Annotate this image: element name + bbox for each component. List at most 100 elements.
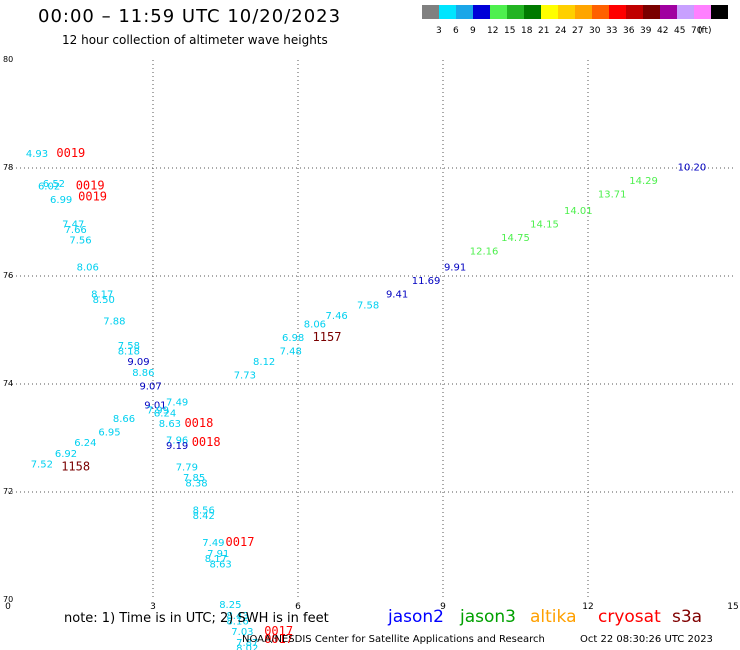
data-point-label: 7.79 [176,462,198,473]
x-tick-label: 15 [727,602,738,612]
data-point-label: 14.75 [501,233,530,244]
data-point-label: 9.01 [144,400,166,411]
y-tick-label: 74 [3,379,13,388]
data-point-label: 7.85 [183,473,205,484]
data-point-label: 7.03 [231,627,253,638]
data-point-label: 8.63 [210,560,232,571]
data-point-label: 6.02 [38,182,60,193]
colorbar-swatch [626,5,643,19]
colorbar-swatch [456,5,473,19]
colorbar-label: 30 [589,26,601,36]
colorbar-swatch [677,5,694,19]
data-point-label: 7.49 [166,398,188,409]
data-point-label: 6.99 [50,195,72,206]
colorbar-swatch [643,5,660,19]
data-point-label: 8.24 [154,408,176,419]
colorbar-label: 36 [623,26,635,36]
colorbar-swatch [524,5,541,19]
data-point-label: 8.16 [226,616,248,627]
colorbar-swatch [694,5,711,19]
satellite-cryosat: cryosat [598,607,661,627]
data-point-label: 8.25 [219,600,241,611]
y-tick-label: 80 [3,55,13,64]
data-point-label: 7.48 [280,346,302,357]
colorbar-label: 33 [606,26,618,36]
colorbar-swatch [609,5,626,19]
x-tick-label: 12 [582,602,593,612]
data-point-label: 8.12 [253,357,275,368]
data-point-label: 8.86 [132,368,154,379]
footer-date: Oct 22 08:30:26 UTC 2023 [580,634,713,645]
data-point-label: 8.06 [77,263,99,274]
data-point-label: 6.24 [74,438,96,449]
colorbar-label: 39 [640,26,652,36]
colorbar-label: 21 [538,26,550,36]
x-tick-label: 3 [150,602,156,612]
data-point-label: 13.71 [598,190,627,201]
data-point-label: 7.46 [326,311,348,322]
time-annotation: 0019 [56,146,85,160]
data-point-label: 7.91 [207,549,229,560]
colorbar-swatch [711,5,728,19]
data-point-label: 10.20 [678,163,707,174]
colorbar-label: 12 [487,26,499,36]
units-note: note: 1) Time is in UTC; 2) SWH is in fe… [64,611,329,626]
colorbar-label: 45 [674,26,686,36]
data-point-label: 8.17 [205,554,227,565]
data-point-label: 9.91 [444,263,466,274]
data-point-label: 8.02 [236,643,258,650]
chart-subtitle: 12 hour collection of altimeter wave hei… [62,33,328,47]
time-annotation: 1158 [61,459,90,473]
data-point-label: 7.49 [202,538,224,549]
data-point-label: 7.88 [103,317,125,328]
data-point-label: 12.16 [470,246,499,257]
time-annotation: 0019 [78,189,107,203]
y-tick-label: 78 [3,163,13,172]
colorbar-label: 3 [436,26,442,36]
colorbar-swatch [422,5,439,19]
data-point-label: 11.69 [412,276,441,287]
data-point-label: 9.07 [139,381,161,392]
data-point-label: 8.43 [226,611,248,622]
data-point-label: 8.17 [91,290,113,301]
data-point-label: 14.15 [530,219,559,230]
satellite-jason3: jason3 [460,607,516,627]
data-point-label: 8.06 [304,319,326,330]
y-tick-label: 70 [3,595,13,604]
colorbar-label: 15 [504,26,516,36]
colorbar-swatch [558,5,575,19]
time-annotation: 0017 [264,624,293,638]
data-point-label: 8.66 [113,414,135,425]
data-point-label: 14.29 [629,176,658,187]
data-point-label: 9.41 [386,290,408,301]
colorbar-label: 9 [470,26,476,36]
colorbar-swatch [592,5,609,19]
data-point-label: 7.58 [357,300,379,311]
footer-credit: NOAA/NESDIS Center for Satellite Applica… [242,634,545,645]
x-tick-label: 6 [295,602,301,612]
x-tick-label: 9 [440,602,446,612]
data-point-label: 7.47 [62,219,84,230]
colorbar-swatch [439,5,456,19]
x-tick-label: 0 [5,602,11,612]
colorbar-label: 70 [691,26,703,36]
time-annotation: 0018 [184,416,213,430]
data-point-label: 14.01 [564,206,593,217]
colorbar-label: 18 [521,26,533,36]
data-point-label: 7.87 [236,638,258,649]
time-annotation: 1157 [313,330,342,344]
satellite-s3a: s3a [672,607,703,627]
data-point-label: 8.50 [93,295,115,306]
colorbar-swatch [507,5,524,19]
colorbar-swatch [575,5,592,19]
colorbar-swatch [541,5,558,19]
colorbar-swatch [490,5,507,19]
data-point-label: 7.73 [234,371,256,382]
data-point-label: 8.42 [193,511,215,522]
data-point-label: 6.92 [55,449,77,460]
data-point-label: 7.58 [118,341,140,352]
colorbar-swatch [660,5,677,19]
data-point-label: 8.63 [159,419,181,430]
time-annotation: 0019 [76,179,105,193]
time-annotation: 0017 [226,535,255,549]
